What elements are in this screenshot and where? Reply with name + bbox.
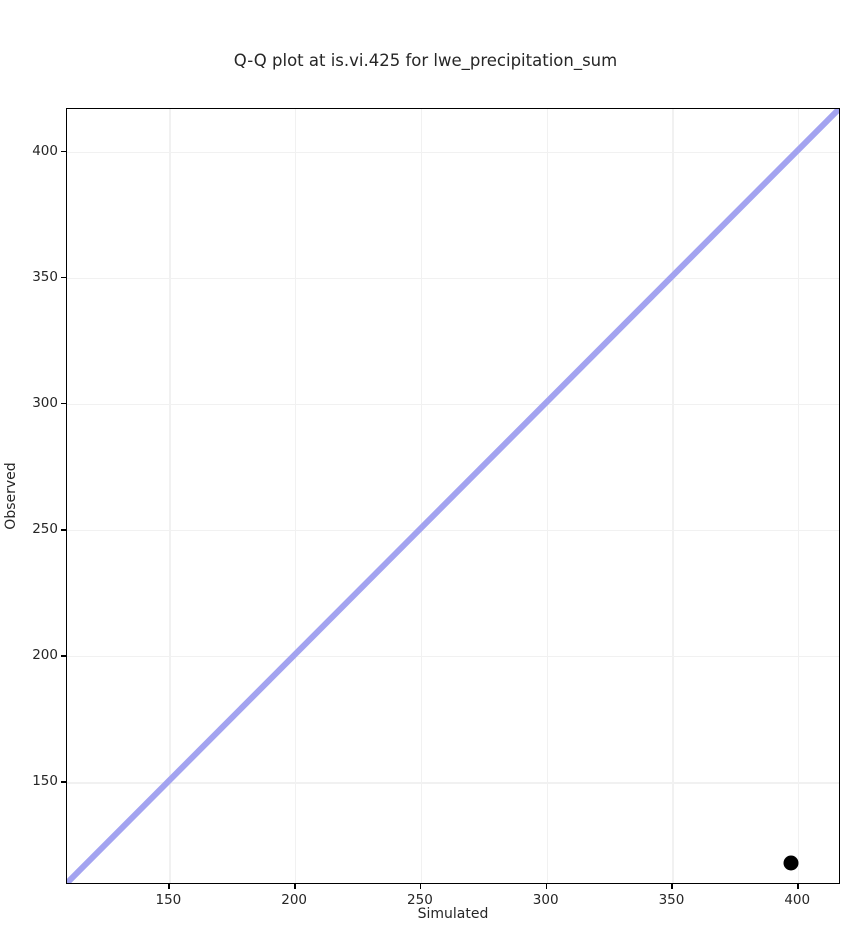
x-tick xyxy=(168,884,170,889)
gridline-horizontal xyxy=(67,277,839,280)
y-tick-label: 350 xyxy=(32,268,58,285)
y-tick-label: 250 xyxy=(32,521,58,538)
gridline-horizontal xyxy=(67,151,839,154)
x-tick xyxy=(294,884,296,889)
gridline-vertical xyxy=(295,109,297,883)
gridline-horizontal xyxy=(67,404,839,406)
x-tick xyxy=(545,884,548,889)
gridline-horizontal xyxy=(67,530,839,532)
x-tick xyxy=(419,884,422,889)
x-tick-label: 250 xyxy=(407,892,433,908)
y-tick xyxy=(61,781,66,783)
gridline-vertical xyxy=(546,109,548,883)
x-tick-label: 200 xyxy=(281,892,308,908)
y-tick-label: 300 xyxy=(32,395,58,412)
gridline-vertical xyxy=(420,109,423,883)
gridline-vertical xyxy=(798,109,800,883)
x-tick-label: 150 xyxy=(155,892,182,908)
x-axis-label: Simulated xyxy=(417,906,489,922)
x-tick xyxy=(797,884,799,889)
y-tick xyxy=(61,276,66,279)
gridline-vertical xyxy=(672,109,674,883)
y-axis-label: Observed xyxy=(3,462,19,530)
y-tick xyxy=(61,403,66,405)
y-tick xyxy=(61,150,66,153)
one-to-one-reference-line xyxy=(67,109,839,883)
plot-area xyxy=(66,108,840,884)
y-tick-label: 200 xyxy=(32,647,58,664)
x-tick xyxy=(671,884,673,889)
y-tick xyxy=(61,655,66,657)
y-tick-label: 150 xyxy=(32,773,58,790)
gridline-vertical xyxy=(169,109,171,883)
data-point xyxy=(783,855,799,871)
gridline-horizontal xyxy=(67,656,839,658)
x-tick-label: 300 xyxy=(532,892,559,908)
x-tick-label: 400 xyxy=(784,892,811,908)
gridline-horizontal xyxy=(67,782,839,784)
chart-title-line-1: Q-Q plot at is.vi.425 for lwe_precipitat… xyxy=(233,51,618,70)
y-tick-label: 400 xyxy=(32,142,58,159)
reference-line-layer xyxy=(67,109,839,883)
y-tick xyxy=(61,529,66,531)
x-tick-label: 350 xyxy=(658,892,685,908)
